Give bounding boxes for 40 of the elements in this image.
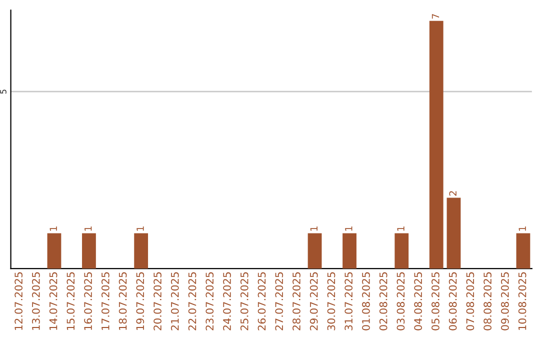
x-tick-label: 01.08.2025 bbox=[362, 272, 370, 330]
x-tick-label: 20.07.2025 bbox=[154, 272, 162, 330]
x-tick-label: 19.07.2025 bbox=[136, 272, 144, 330]
x-tick-label: 24.07.2025 bbox=[223, 272, 231, 330]
x-tick-label: 27.07.2025 bbox=[275, 272, 284, 330]
x-tick-label: 22.07.2025 bbox=[188, 272, 196, 330]
x-tick-label: 17.07.2025 bbox=[101, 272, 110, 330]
data-label: 2 bbox=[449, 191, 456, 196]
x-tick-label: 26.07.2025 bbox=[258, 272, 266, 330]
x-tick-label: 31.07.2025 bbox=[344, 272, 353, 330]
x-tick-label: 30.07.2025 bbox=[327, 272, 336, 330]
x-tick-label: 15.07.2025 bbox=[66, 272, 75, 330]
x-tick-label: 16.07.2025 bbox=[84, 272, 92, 330]
data-label: 1 bbox=[397, 226, 404, 231]
x-tick-label: 09.08.2025 bbox=[500, 272, 509, 330]
data-label: 7 bbox=[432, 14, 440, 19]
x-tick-label: 14.07.2025 bbox=[49, 272, 58, 330]
x-tick-label: 06.08.2025 bbox=[448, 272, 457, 330]
x-tick-label: 28.07.2025 bbox=[292, 272, 300, 330]
x-tick-label: 18.07.2025 bbox=[118, 272, 127, 330]
data-label: 1 bbox=[50, 226, 57, 231]
x-tick-label: 02.08.2025 bbox=[379, 272, 388, 330]
x-tick-label: 29.07.2025 bbox=[310, 272, 318, 330]
x-tick-label: 05.08.2025 bbox=[432, 272, 440, 330]
x-tick-label: 07.08.2025 bbox=[466, 272, 474, 330]
x-tick-label: 10.08.2025 bbox=[518, 272, 526, 330]
x-tick-label: 08.08.2025 bbox=[484, 272, 492, 330]
x-tick-label: 12.07.2025 bbox=[14, 272, 23, 330]
y-tick-label: 5 bbox=[0, 90, 6, 94]
x-tick-label: 03.08.2025 bbox=[396, 272, 405, 330]
x-tick-label: 23.07.2025 bbox=[206, 272, 214, 330]
x-tick-label: 25.07.2025 bbox=[240, 272, 248, 330]
x-tick-label: 21.07.2025 bbox=[170, 272, 179, 330]
data-label: 1 bbox=[84, 226, 92, 231]
data-label: 1 bbox=[518, 226, 526, 231]
x-tick-label: 04.08.2025 bbox=[414, 272, 422, 330]
x-tick-label: 13.07.2025 bbox=[32, 272, 40, 330]
data-label: 1 bbox=[136, 226, 144, 231]
data-label: 1 bbox=[310, 226, 318, 231]
data-label: 1 bbox=[345, 226, 352, 231]
